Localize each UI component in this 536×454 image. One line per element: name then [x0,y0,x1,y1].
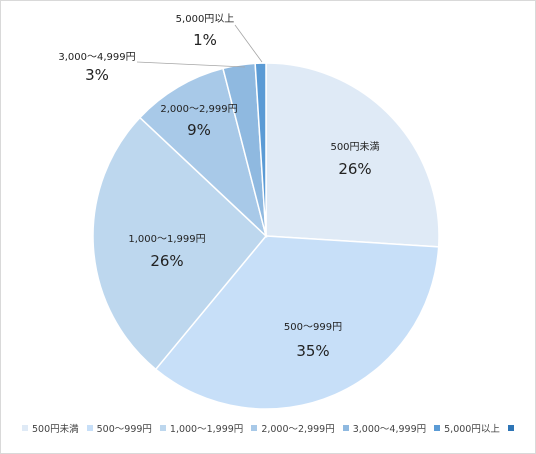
pie-slice-1 [265,62,440,248]
legend-item: 500～999円 [86,421,152,435]
slice-category-label: 3,000～4,999円 [58,52,135,63]
pie-slice-2 [154,235,440,410]
legend-swatch [86,425,93,431]
slice-category-label: 2,000～2,999円 [160,104,237,115]
legend-label: 500～999円 [96,424,152,435]
slice-percent-label: 1% [193,31,217,49]
slice-percent-label: 35% [296,342,329,360]
slice-percent-label: 26% [150,252,183,270]
legend-item: 1,000～1,999円 [159,421,244,435]
slice-category-label: 5,000円以上 [176,13,235,25]
legend-swatch [342,425,349,431]
legend-label: 500円未満 [32,424,79,435]
legend-item: 2,000～2,999円 [251,421,335,435]
pie-slice-3 [92,116,268,371]
legend-swatch [159,425,166,431]
legend-item [507,425,518,431]
slice-category-label: 500～999円 [284,322,342,333]
pie-slice-4 [138,67,268,239]
slice-percent-label: 3% [85,66,109,84]
legend-label: 2,000～2,999円 [261,424,335,435]
chart-legend: 500円未満 500～999円 1,000～1,999円 2,000～2,999円 3,… [22,420,526,436]
slice-category-label: 500円未満 [330,141,379,153]
legend-label: 3,000～4,999円 [352,424,427,435]
legend-swatch [22,425,28,431]
legend-item: 500円未満 [22,421,79,435]
slice-category-label: 1,000～1,999円 [128,234,205,245]
pie-slice-6 [254,62,267,237]
legend-label: 1,000～1,999円 [169,424,244,435]
legend-label: 5,000円以上 [444,424,500,435]
legend-item: 3,000～4,999円 [342,421,427,435]
legend-swatch [251,425,258,431]
legend-swatch [434,425,441,431]
leader-line [136,61,246,68]
legend-swatch [507,425,514,431]
slice-percent-label: 9% [187,121,211,139]
legend-item: 5,000円以上 [434,421,500,435]
leader-line [234,24,263,63]
slice-percent-label: 26% [338,160,371,178]
